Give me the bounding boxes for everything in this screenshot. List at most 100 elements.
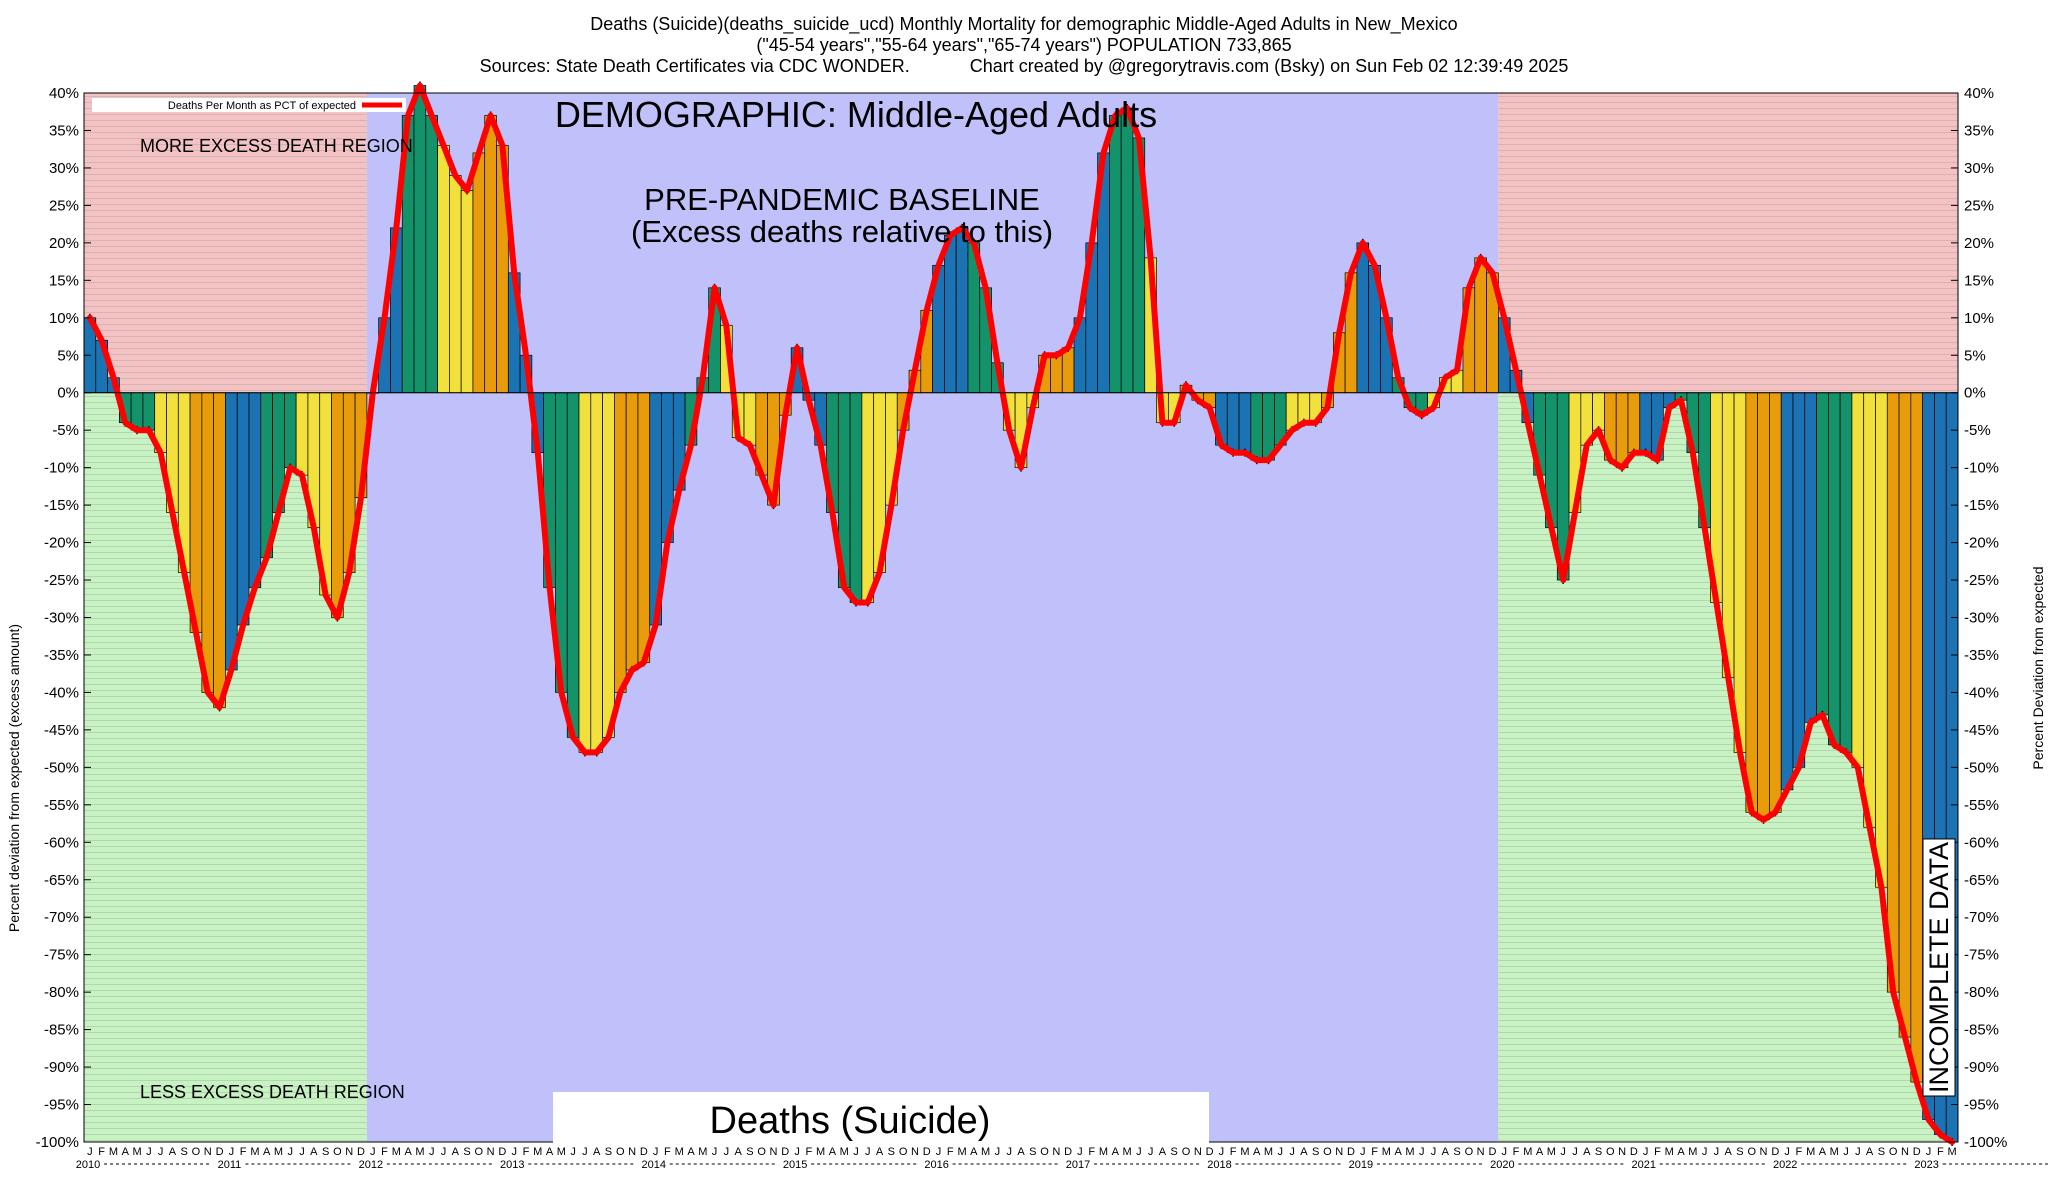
bar: [614, 392, 627, 693]
y-tick-label-right: -40%: [1964, 684, 1999, 701]
annotations: Deaths Per Month as PCT of expected MORE …: [92, 94, 1956, 1144]
y-tick-label-left: -55%: [44, 797, 79, 814]
header-subtitle: ("45-54 years","55-64 years","65-74 year…: [756, 35, 1292, 55]
x-month-label: M: [1122, 1146, 1131, 1158]
x-month-label: A: [970, 1146, 978, 1158]
x-month-label: F: [805, 1146, 812, 1158]
series-label-box: [553, 1092, 1209, 1144]
y-tick-label-left: -60%: [44, 834, 79, 851]
x-month-label: S: [1595, 1146, 1602, 1158]
x-month-label: M: [675, 1146, 684, 1158]
bar: [1474, 257, 1487, 394]
x-month-label: A: [687, 1146, 695, 1158]
bar: [295, 392, 309, 476]
x-month-label: M: [1240, 1146, 1249, 1158]
bar: [472, 152, 486, 394]
x-month-label: A: [546, 1146, 554, 1158]
x-month-label: J: [441, 1146, 447, 1158]
y-tick-label-right: 40%: [1964, 85, 1994, 102]
x-month-label: J: [1278, 1146, 1284, 1158]
bar: [944, 235, 957, 394]
x-month-label: D: [1347, 1146, 1355, 1158]
y-tick-label-left: -50%: [44, 759, 79, 776]
y-tick-label-right: 20%: [1964, 235, 1994, 252]
x-month-label: J: [1360, 1146, 1366, 1158]
y-tick-label-right: -75%: [1964, 947, 1999, 964]
x-month-label: A: [1866, 1146, 1874, 1158]
bar: [625, 392, 639, 671]
x-month-label: J: [1843, 1146, 1849, 1158]
x-year-label: 2022: [1773, 1159, 1797, 1171]
baseline-label-line1: PRE-PANDEMIC BASELINE: [644, 182, 1040, 217]
x-month-label: D: [1206, 1146, 1214, 1158]
x-month-label: A: [1394, 1146, 1402, 1158]
x-month-label: D: [216, 1146, 224, 1158]
x-month-label: A: [169, 1146, 177, 1158]
x-month-label: O: [1040, 1146, 1049, 1158]
y-tick-label-right: -45%: [1964, 722, 1999, 739]
bar: [861, 392, 875, 603]
x-month-label: D: [498, 1146, 506, 1158]
bar: [1250, 392, 1263, 461]
bar: [413, 85, 427, 394]
y-tick-label-right: -70%: [1964, 909, 1999, 926]
bar: [1226, 392, 1240, 454]
bar: [1769, 392, 1782, 813]
x-month-label: M: [132, 1146, 141, 1158]
x-year-label: 2017: [1066, 1159, 1090, 1171]
x-month-label: M: [250, 1146, 259, 1158]
x-month-label: D: [1913, 1146, 1921, 1158]
y-tick-label-right: -15%: [1964, 497, 1999, 514]
x-month-label: N: [628, 1146, 636, 1158]
x-month-label: O: [192, 1146, 201, 1158]
x-month-label: J: [1501, 1146, 1507, 1158]
x-month-label: J: [865, 1146, 871, 1158]
bar: [1050, 354, 1063, 394]
x-month-label: M: [274, 1146, 283, 1158]
x-month-label: S: [1736, 1146, 1743, 1158]
x-month-label: A: [1536, 1146, 1544, 1158]
x-year-label: 2012: [359, 1159, 383, 1171]
y-tick-label-right: 10%: [1964, 310, 1994, 327]
x-month-label: M: [1523, 1146, 1532, 1158]
x-month-label: O: [475, 1146, 484, 1158]
x-month-label: S: [463, 1146, 470, 1158]
x-month-label: M: [1688, 1146, 1697, 1158]
x-month-label: J: [87, 1146, 93, 1158]
x-month-label: O: [1465, 1146, 1474, 1158]
x-month-label: M: [109, 1146, 118, 1158]
x-month-label: J: [146, 1146, 152, 1158]
x-month-label: J: [288, 1146, 294, 1158]
x-year-label: 2021: [1632, 1159, 1656, 1171]
bar: [566, 392, 580, 738]
y-tick-label-right: -100%: [1964, 1134, 2007, 1151]
bar: [1780, 392, 1794, 791]
x-month-label: F: [947, 1146, 954, 1158]
bar: [142, 392, 156, 431]
bar: [1733, 392, 1747, 753]
y-tick-label-left: 15%: [49, 272, 79, 289]
x-month-label: O: [1323, 1146, 1332, 1158]
x-month-label: F: [523, 1146, 530, 1158]
x-month-label: J: [1643, 1146, 1649, 1158]
x-month-label: M: [415, 1146, 424, 1158]
x-month-label: A: [734, 1146, 742, 1158]
y-tick-label-left: -30%: [44, 610, 79, 627]
x-month-label: J: [1926, 1146, 1932, 1158]
x-year-label: 2016: [924, 1159, 948, 1171]
x-month-label: O: [1182, 1146, 1191, 1158]
x-year-label: 2023: [1914, 1159, 1938, 1171]
y-tick-label-left: 10%: [49, 310, 79, 327]
y-tick-label-right: -5%: [1964, 422, 1991, 439]
x-year-label: 2019: [1349, 1159, 1373, 1171]
y-tick-label-left: 20%: [49, 235, 79, 252]
bar: [1875, 392, 1888, 888]
x-month-label: O: [616, 1146, 625, 1158]
x-month-label: A: [1300, 1146, 1308, 1158]
y-tick-label-left: -35%: [44, 647, 79, 664]
x-month-label: A: [1017, 1146, 1025, 1158]
y-tick-label-left: 0%: [57, 385, 79, 402]
header-title: Deaths (Suicide)(deaths_suicide_ucd) Mon…: [590, 14, 1458, 34]
y-tick-label-right: 0%: [1964, 385, 1986, 402]
incomplete-data-label-box: [1922, 838, 1956, 1097]
